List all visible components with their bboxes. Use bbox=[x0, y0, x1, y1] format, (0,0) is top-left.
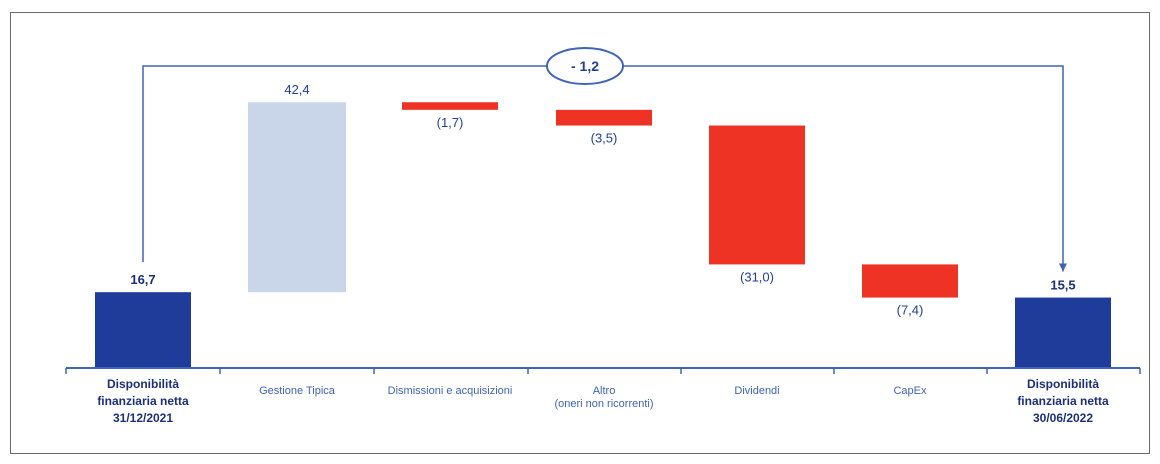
category-label-1: Gestione Tipica bbox=[259, 385, 336, 397]
value-label-1: 42,4 bbox=[284, 82, 309, 97]
value-label-4: (31,0) bbox=[740, 269, 774, 284]
value-label-0: 16,7 bbox=[130, 272, 155, 287]
category-label-5: CapEx bbox=[893, 385, 927, 397]
net-change-label: - 1,2 bbox=[571, 58, 599, 74]
category-label-0: Disponibilità finanziaria netta 31/12/2021 bbox=[97, 377, 189, 425]
bar-0 bbox=[95, 292, 191, 367]
chart-frame bbox=[10, 12, 1150, 454]
bar-3 bbox=[556, 109, 652, 126]
bar-2 bbox=[402, 102, 498, 110]
category-label-3: Altro (oneri non ricorrenti) bbox=[554, 385, 653, 410]
category-label-6: Disponibilità finanziaria netta 30/06/2022 bbox=[1017, 377, 1109, 425]
category-label-2: Dismissioni e acquisizioni bbox=[388, 385, 513, 397]
value-label-5: (7,4) bbox=[897, 303, 924, 318]
value-label-6: 15,5 bbox=[1050, 278, 1075, 293]
bar-4 bbox=[709, 125, 805, 265]
bar-5 bbox=[862, 264, 958, 298]
bar-1 bbox=[248, 102, 346, 293]
connector-arrowhead bbox=[1059, 263, 1067, 272]
value-label-2: (1,7) bbox=[437, 115, 464, 130]
category-label-4: Dividendi bbox=[734, 385, 779, 397]
value-label-3: (3,5) bbox=[591, 131, 618, 146]
net-change-ellipse bbox=[546, 47, 624, 85]
bar-6 bbox=[1015, 297, 1111, 367]
